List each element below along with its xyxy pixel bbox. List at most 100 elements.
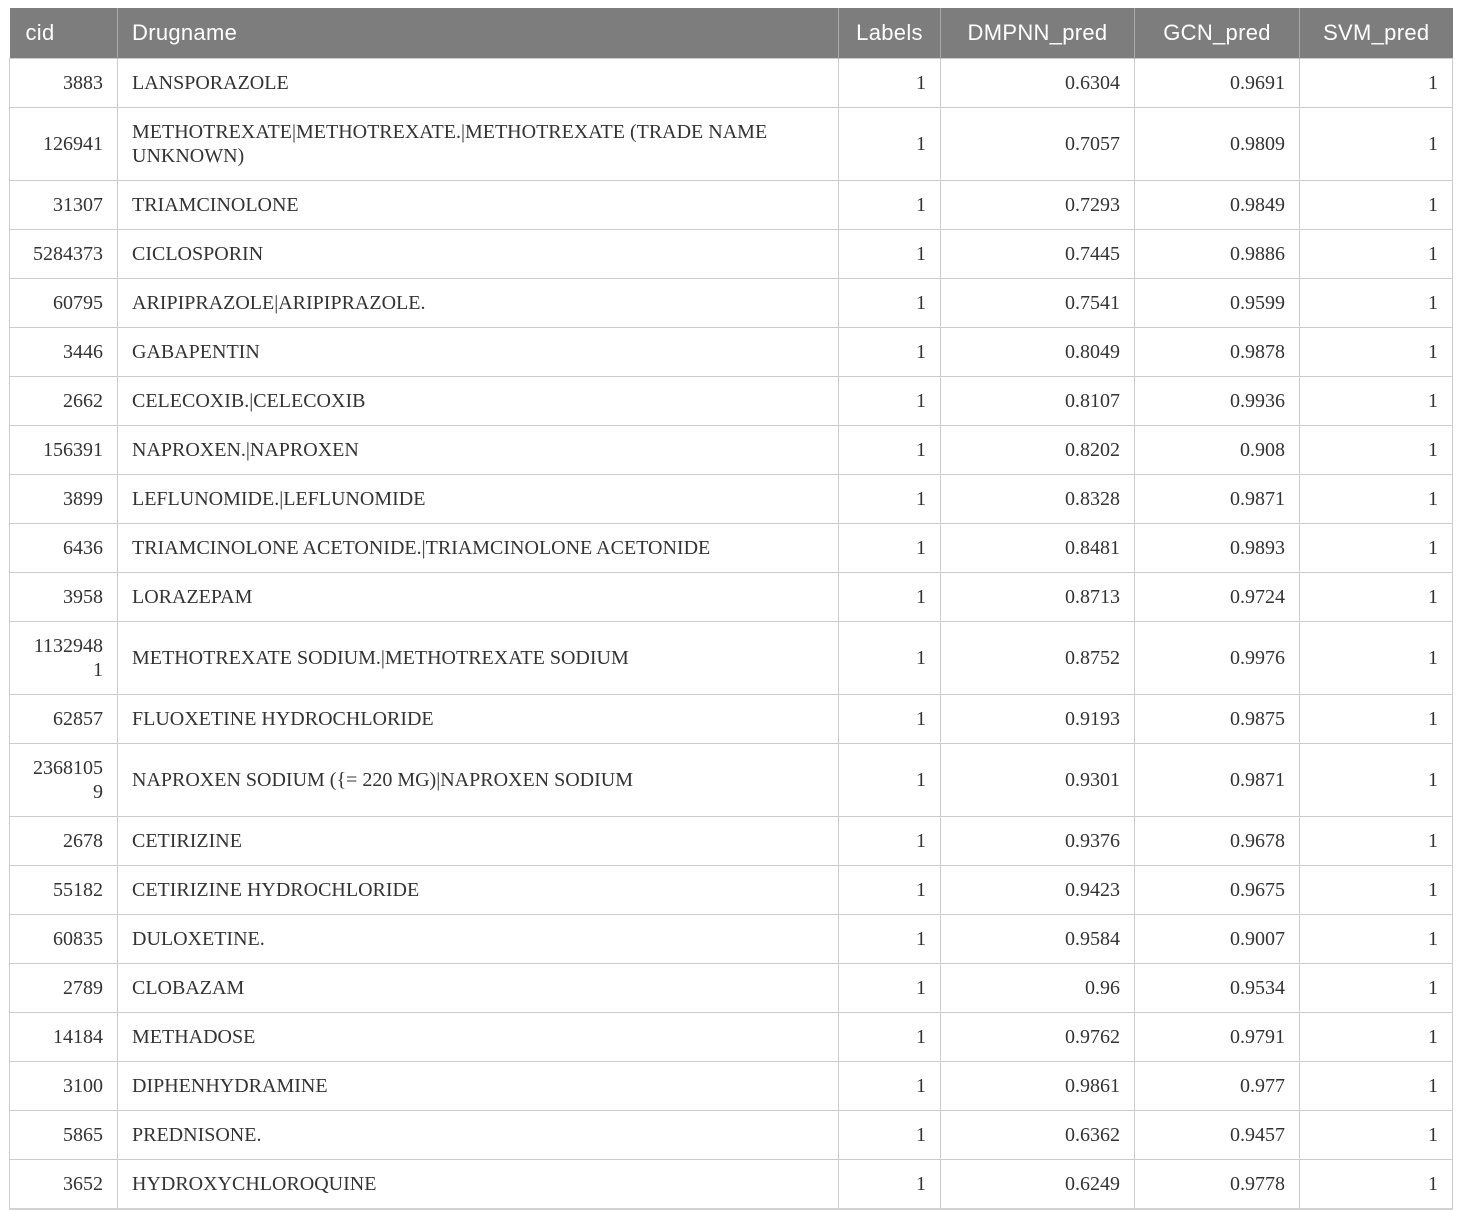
cell-drugname: DULOXETINE. [117, 914, 839, 964]
cell-svm: 1 [1299, 1110, 1453, 1160]
table-row: 60795 ARIPIPRAZOLE|ARIPIPRAZOLE. 1 0.7541 0.… [9, 278, 1453, 328]
cell-svm: 1 [1299, 1012, 1453, 1062]
cell-gcn: 0.9886 [1134, 229, 1300, 279]
cell-gcn: 0.9691 [1134, 58, 1300, 108]
cell-labels: 1 [838, 1110, 941, 1160]
predictions-table-container: cid Drugname Labels DMPNN_pred GCN_pred SVM_p… [9, 8, 1453, 1210]
cell-dmpnn: 0.96 [940, 963, 1135, 1013]
cell-cid: 31307 [9, 180, 118, 230]
cell-drugname: CELECOXIB.|CELECOXIB [117, 376, 839, 426]
table-row: 23681059 NAPROXEN SODIUM ({= 220 MG)|NAPR… [9, 743, 1453, 817]
cell-svm: 1 [1299, 914, 1453, 964]
cell-gcn: 0.9976 [1134, 621, 1300, 695]
cell-gcn: 0.977 [1134, 1061, 1300, 1111]
table-row: 3100 DIPHENHYDRAMINE 1 0.9861 0.977 1 [9, 1061, 1453, 1111]
cell-drugname: TRIAMCINOLONE [117, 180, 839, 230]
cell-drugname: CETIRIZINE HYDROCHLORIDE [117, 865, 839, 915]
cell-dmpnn: 0.9376 [940, 816, 1135, 866]
cell-cid: 55182 [9, 865, 118, 915]
cell-drugname: CLOBAZAM [117, 963, 839, 1013]
cell-cid: 3958 [9, 572, 118, 622]
column-header-drugname: Drugname [117, 8, 839, 59]
cell-gcn: 0.9599 [1134, 278, 1300, 328]
cell-dmpnn: 0.8049 [940, 327, 1135, 377]
cell-labels: 1 [838, 107, 941, 181]
cell-labels: 1 [838, 572, 941, 622]
cell-labels: 1 [838, 1012, 941, 1062]
cell-gcn: 0.9678 [1134, 816, 1300, 866]
cell-cid: 126941 [9, 107, 118, 181]
cell-drugname: ARIPIPRAZOLE|ARIPIPRAZOLE. [117, 278, 839, 328]
cell-dmpnn: 0.9423 [940, 865, 1135, 915]
cell-dmpnn: 0.8713 [940, 572, 1135, 622]
cell-dmpnn: 0.9193 [940, 694, 1135, 744]
cell-svm: 1 [1299, 474, 1453, 524]
cell-drugname: LEFLUNOMIDE.|LEFLUNOMIDE [117, 474, 839, 524]
cell-svm: 1 [1299, 694, 1453, 744]
cell-cid: 156391 [9, 425, 118, 475]
table-row: 126941 METHOTREXATE|METHOTREXATE.|METHOTR… [9, 107, 1453, 181]
cell-gcn: 0.9457 [1134, 1110, 1300, 1160]
cell-cid: 11329481 [9, 621, 118, 695]
cell-gcn: 0.9871 [1134, 743, 1300, 817]
cell-gcn: 0.9936 [1134, 376, 1300, 426]
column-header-svm: SVM_pred [1299, 8, 1453, 59]
cell-drugname: DIPHENHYDRAMINE [117, 1061, 839, 1111]
cell-gcn: 0.9534 [1134, 963, 1300, 1013]
cell-cid: 3100 [9, 1061, 118, 1111]
cell-dmpnn: 0.8107 [940, 376, 1135, 426]
table-row: 2662 CELECOXIB.|CELECOXIB 1 0.8107 0.9936 1 [9, 376, 1453, 426]
cell-dmpnn: 0.6362 [940, 1110, 1135, 1160]
table-row: 5284373 CICLOSPORIN 1 0.7445 0.9886 1 [9, 229, 1453, 279]
cell-cid: 3652 [9, 1159, 118, 1210]
cell-svm: 1 [1299, 1159, 1453, 1210]
cell-cid: 2789 [9, 963, 118, 1013]
cell-drugname: TRIAMCINOLONE ACETONIDE.|TRIAMCINOLONE A… [117, 523, 839, 573]
table-row: 60835 DULOXETINE. 1 0.9584 0.9007 1 [9, 914, 1453, 964]
cell-cid: 14184 [9, 1012, 118, 1062]
cell-gcn: 0.9007 [1134, 914, 1300, 964]
cell-svm: 1 [1299, 816, 1453, 866]
table-row: 3446 GABAPENTIN 1 0.8049 0.9878 1 [9, 327, 1453, 377]
cell-labels: 1 [838, 694, 941, 744]
cell-svm: 1 [1299, 107, 1453, 181]
cell-gcn: 0.9778 [1134, 1159, 1300, 1210]
table-body: 3883 LANSPORAZOLE 1 0.6304 0.9691 1 126941 METH… [9, 58, 1453, 1210]
column-header-labels: Labels [838, 8, 941, 59]
table-row: 2789 CLOBAZAM 1 0.96 0.9534 1 [9, 963, 1453, 1013]
cell-drugname: GABAPENTIN [117, 327, 839, 377]
table-row: 3883 LANSPORAZOLE 1 0.6304 0.9691 1 [9, 58, 1453, 108]
cell-cid: 23681059 [9, 743, 118, 817]
cell-dmpnn: 0.6304 [940, 58, 1135, 108]
cell-labels: 1 [838, 914, 941, 964]
table-row: 14184 METHADOSE 1 0.9762 0.9791 1 [9, 1012, 1453, 1062]
cell-labels: 1 [838, 376, 941, 426]
cell-dmpnn: 0.9861 [940, 1061, 1135, 1111]
cell-drugname: NAPROXEN.|NAPROXEN [117, 425, 839, 475]
table-row: 2678 CETIRIZINE 1 0.9376 0.9678 1 [9, 816, 1453, 866]
cell-dmpnn: 0.7445 [940, 229, 1135, 279]
cell-gcn: 0.9849 [1134, 180, 1300, 230]
cell-labels: 1 [838, 425, 941, 475]
cell-svm: 1 [1299, 180, 1453, 230]
cell-labels: 1 [838, 327, 941, 377]
cell-labels: 1 [838, 816, 941, 866]
cell-cid: 3883 [9, 58, 118, 108]
cell-cid: 5865 [9, 1110, 118, 1160]
predictions-table: cid Drugname Labels DMPNN_pred GCN_pred SVM_p… [9, 8, 1453, 1210]
cell-drugname: HYDROXYCHLOROQUINE [117, 1159, 839, 1210]
cell-labels: 1 [838, 523, 941, 573]
table-row: 31307 TRIAMCINOLONE 1 0.7293 0.9849 1 [9, 180, 1453, 230]
cell-svm: 1 [1299, 743, 1453, 817]
cell-cid: 2678 [9, 816, 118, 866]
table-row: 3899 LEFLUNOMIDE.|LEFLUNOMIDE 1 0.8328 0.987… [9, 474, 1453, 524]
cell-svm: 1 [1299, 572, 1453, 622]
cell-dmpnn: 0.7293 [940, 180, 1135, 230]
cell-svm: 1 [1299, 865, 1453, 915]
cell-dmpnn: 0.8481 [940, 523, 1135, 573]
cell-gcn: 0.9791 [1134, 1012, 1300, 1062]
cell-svm: 1 [1299, 425, 1453, 475]
cell-labels: 1 [838, 743, 941, 817]
cell-labels: 1 [838, 229, 941, 279]
cell-dmpnn: 0.8202 [940, 425, 1135, 475]
